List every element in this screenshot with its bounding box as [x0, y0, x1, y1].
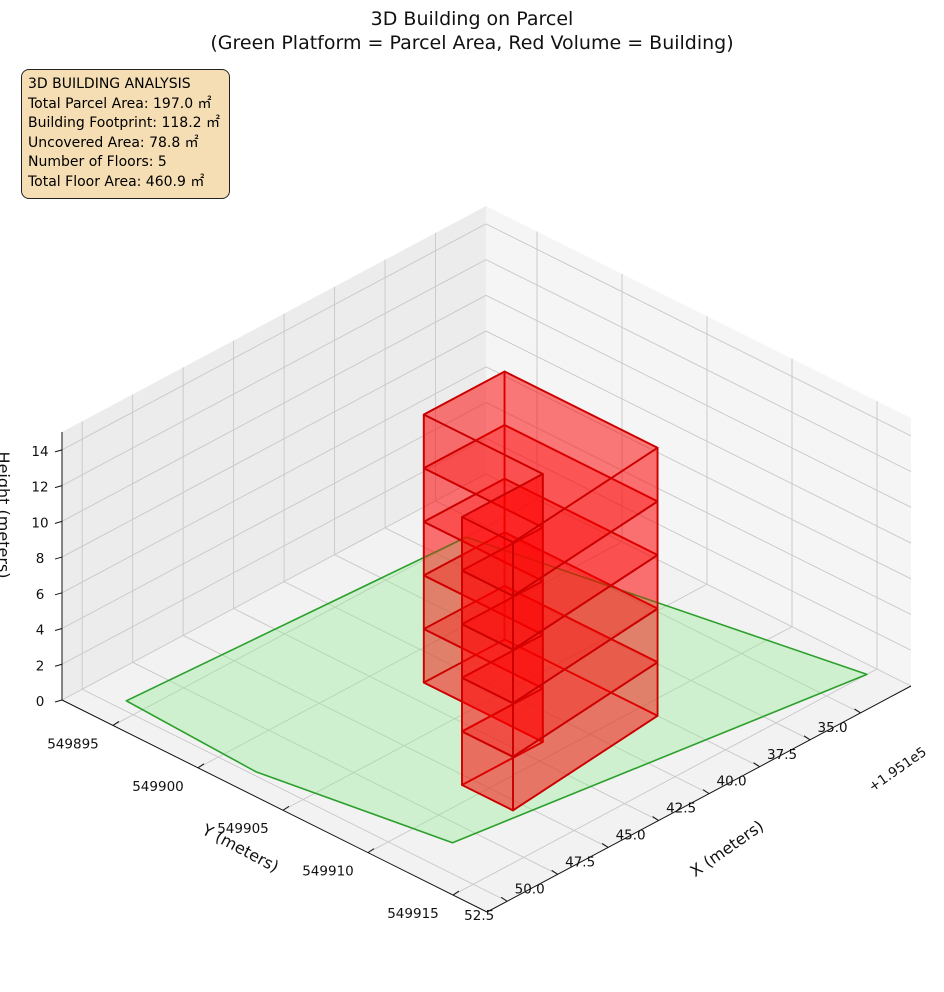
x-tick-label: 35.0 [817, 720, 847, 736]
x-gridline-floor [435, 500, 861, 714]
x-tick-label: 52.5 [464, 908, 494, 924]
info-number-of-floors: Number of Floors: 5 [28, 154, 167, 171]
analysis-info-box: 3D BUILDING ANALYSIS Total Parcel Area: … [21, 69, 230, 199]
z-axis-label: Height (meters) [0, 452, 13, 579]
x-gridline-floor [283, 581, 710, 795]
z-tick-label: 0 [36, 694, 45, 710]
z-gridline-right [485, 330, 912, 544]
z-tick-mark [54, 520, 63, 524]
info-parcel-area: Total Parcel Area: 197.0 ㎡ [28, 95, 212, 112]
left-wall-pane [62, 206, 486, 700]
z-gridline-left [61, 223, 487, 451]
info-uncovered-area: Uncovered Area: 78.8 ㎡ [28, 134, 199, 151]
z-gridline-right [485, 366, 912, 580]
z-gridline-right [485, 259, 912, 473]
x-tick-label: 42.5 [666, 801, 696, 817]
z-tick-label: 2 [36, 658, 45, 674]
y-tick-label: 549915 [387, 906, 439, 922]
chart-subtitle: (Green Platform = Parcel Area, Red Volum… [210, 32, 733, 54]
x-tick-mark [551, 869, 558, 875]
floor-pane [62, 474, 911, 912]
y-tick-mark [197, 763, 205, 769]
x-tick-mark [803, 735, 811, 741]
z-gridline-left [61, 330, 487, 558]
y-axis-line [61, 699, 488, 913]
axis-panes [62, 206, 911, 912]
z-gridline-right [485, 402, 912, 615]
z-tick-mark [54, 556, 63, 560]
z-gridline-right [485, 437, 912, 651]
parcel-platform [125, 536, 868, 844]
x-axis-label: X (meters) [687, 816, 768, 880]
z-tick-label: 6 [36, 587, 45, 603]
axes: 35.0 37.5 40.0 42.5 45.0 47.5 50.0 52.5 549895 54… [31, 432, 912, 924]
x-tick-mark [753, 762, 760, 768]
x-tick-label: 47.5 [565, 854, 595, 870]
x-offset-label: +1.951e5 [866, 744, 930, 795]
y-tick-label: 549900 [132, 779, 184, 795]
z-tick-label: 14 [31, 444, 48, 460]
z-tick-mark [54, 628, 63, 632]
z-gridline-left [61, 294, 487, 522]
z-gridline-left [61, 402, 487, 629]
info-heading: 3D BUILDING ANALYSIS [28, 76, 191, 92]
y-tick-mark [282, 805, 290, 811]
x-tick-mark [601, 843, 609, 848]
z-gridline-left [61, 366, 487, 594]
x-tick-mark [500, 896, 508, 902]
info-total-floor-area: Total Floor Area: 460.9 ㎡ [28, 173, 205, 190]
z-tick-label: 12 [31, 480, 48, 496]
z-tick-label: 4 [36, 623, 45, 639]
x-tick-label: 37.5 [767, 747, 797, 763]
z-tick-mark [54, 449, 63, 453]
x-gridline-floor [81, 688, 508, 902]
x-gridline-floor [132, 661, 558, 875]
z-tick-label: 10 [31, 515, 48, 531]
z-tick-mark [54, 699, 63, 703]
y-gridline-floor [367, 626, 793, 854]
chart-title: 3D Building on Parcel [371, 8, 574, 30]
x-gridline-floor [182, 635, 609, 848]
z-tick-mark [54, 663, 63, 667]
x-tick-label: 45.0 [616, 828, 646, 844]
z-tick-label: 8 [36, 551, 45, 567]
z-gridline-left [61, 473, 487, 701]
y-tick-label: 549895 [47, 736, 99, 752]
x-gridline-floor [233, 608, 659, 821]
x-tick-label: 50.0 [515, 881, 545, 897]
x-tick-mark [702, 789, 710, 795]
x-tick-mark [652, 816, 659, 821]
y-tick-mark [112, 721, 120, 726]
z-gridline-right [485, 473, 912, 687]
y-gridline-floor [452, 668, 878, 896]
y-tick-label: 549910 [302, 864, 354, 880]
x-tick-mark [854, 708, 861, 714]
x-tick-label: 40.0 [717, 774, 747, 790]
y-tick-label: 549905 [217, 821, 269, 837]
z-gridline-right [485, 294, 912, 508]
y-tick-mark [452, 890, 460, 896]
z-gridline-left [61, 437, 487, 665]
scene-polygons [125, 370, 868, 844]
z-gridline-right [485, 223, 912, 437]
z-tick-mark [54, 485, 63, 489]
x-gridline-floor [384, 527, 811, 741]
z-tick-mark [54, 592, 63, 596]
y-gridline-floor [197, 541, 623, 769]
y-tick-mark [367, 848, 375, 854]
z-gridline-left [61, 259, 487, 486]
info-building-footprint: Building Footprint: 118.2 ㎡ [28, 115, 221, 132]
building-wall-f5-s3 [461, 516, 514, 597]
right-wall-pane [486, 206, 911, 686]
grid-lines [61, 223, 912, 902]
